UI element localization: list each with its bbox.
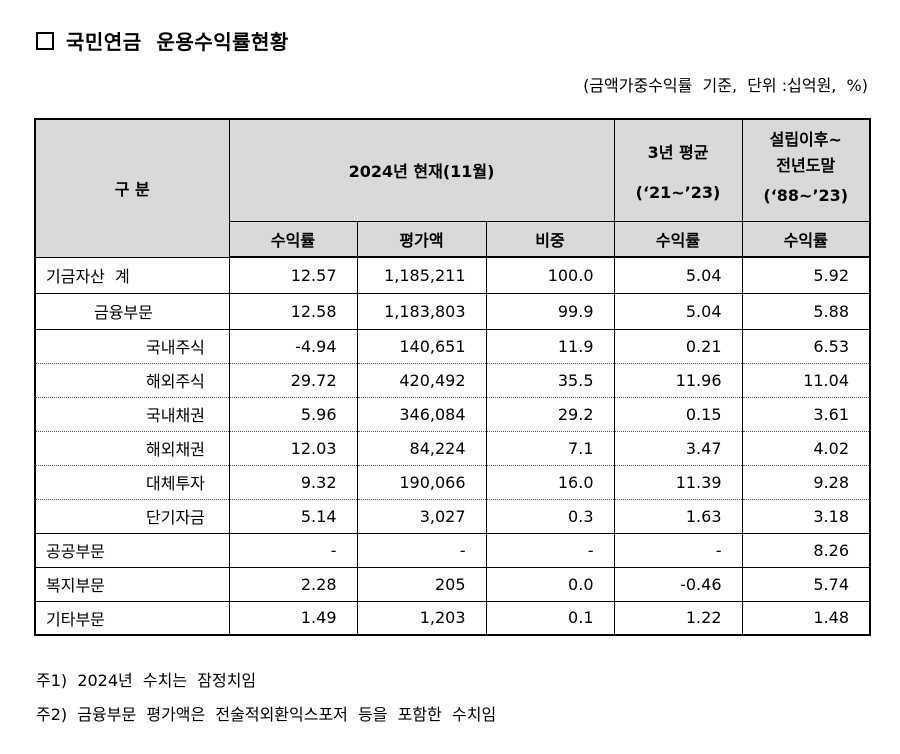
cell-since: 5.74 [742, 567, 871, 602]
row-label: 국내주식 [34, 329, 230, 364]
cell-since: 1.48 [742, 601, 871, 636]
row-label: 금융부문 [34, 293, 230, 330]
cell-avg3: 1.22 [614, 601, 743, 636]
cell-avg3: 11.39 [614, 465, 743, 500]
cell-value: 1,203 [357, 601, 487, 636]
cell-avg3: -0.46 [614, 567, 743, 602]
cell-since: 11.04 [742, 363, 871, 398]
cell-weight: 99.9 [486, 293, 615, 330]
header-avg3: 3년 평균 (‘21~’23) [614, 118, 743, 222]
table-row: 복지부문 2.28 205 0.0 -0.46 5.74 [34, 567, 871, 602]
row-label: 해외채권 [34, 431, 230, 466]
row-label: 국내채권 [34, 397, 230, 432]
header-col-since-return: 수익률 [742, 221, 871, 258]
cell-avg3: 5.04 [614, 293, 743, 330]
returns-table: 구 분 2024년 현재(11월) 3년 평균 (‘21~’23) 설립이후~ … [34, 118, 871, 636]
cell-avg3: 1.63 [614, 499, 743, 534]
header-avg3-line1: 3년 평균 [647, 142, 709, 162]
table-row: 해외주식 29.72 420,492 35.5 11.96 11.04 [34, 363, 871, 398]
cell-return: 12.03 [229, 431, 358, 466]
cell-weight: 0.0 [486, 567, 615, 602]
header-current: 2024년 현재(11월) [229, 118, 615, 222]
cell-return: 2.28 [229, 567, 358, 602]
cell-return: -4.94 [229, 329, 358, 364]
cell-weight: 16.0 [486, 465, 615, 500]
table-row: 국내채권 5.96 346,084 29.2 0.15 3.61 [34, 397, 871, 432]
row-label: 복지부문 [34, 567, 230, 602]
cell-weight: 100.0 [486, 257, 615, 294]
table-row: 공공부문 - - - - 8.26 [34, 533, 871, 568]
row-label: 대체투자 [34, 465, 230, 500]
header-since: 설립이후~ 전년도말 (‘88~’23) [742, 118, 871, 222]
cell-since: 8.26 [742, 533, 871, 568]
cell-since: 3.18 [742, 499, 871, 534]
table-row: 대체투자 9.32 190,066 16.0 11.39 9.28 [34, 465, 871, 500]
header-since-line3: (‘88~’23) [763, 186, 849, 206]
cell-value: 205 [357, 567, 487, 602]
cell-value: 3,027 [357, 499, 487, 534]
cell-value: - [357, 533, 487, 568]
cell-return: 9.32 [229, 465, 358, 500]
header-since-line2: 전년도말 [776, 156, 836, 176]
header-col-weight: 비중 [486, 221, 615, 258]
table-row: 국내주식 -4.94 140,651 11.9 0.21 6.53 [34, 329, 871, 364]
header-col-value: 평가액 [357, 221, 487, 258]
cell-return: 5.14 [229, 499, 358, 534]
row-label: 공공부문 [34, 533, 230, 568]
header-col-return: 수익률 [229, 221, 358, 258]
cell-value: 420,492 [357, 363, 487, 398]
table-row: 기타부문 1.49 1,203 0.1 1.22 1.48 [34, 601, 871, 636]
table-row: 단기자금 5.14 3,027 0.3 1.63 3.18 [34, 499, 871, 534]
header-avg3-line2: (‘21~’23) [635, 182, 721, 202]
table-row: 기금자산 계 12.57 1,185,211 100.0 5.04 5.92 [34, 257, 871, 294]
cell-return: 12.58 [229, 293, 358, 330]
footnote-1: 주1) 2024년 수치는 잠정치임 [36, 671, 257, 690]
cell-return: 1.49 [229, 601, 358, 636]
cell-since: 4.02 [742, 431, 871, 466]
header-category: 구 분 [34, 118, 230, 258]
cell-avg3: 0.21 [614, 329, 743, 364]
cell-since: 5.92 [742, 257, 871, 294]
cell-avg3: 0.15 [614, 397, 743, 432]
cell-value: 140,651 [357, 329, 487, 364]
row-label: 기금자산 계 [34, 257, 230, 294]
cell-return: 5.96 [229, 397, 358, 432]
cell-value: 346,084 [357, 397, 487, 432]
cell-weight: 0.3 [486, 499, 615, 534]
cell-weight: 7.1 [486, 431, 615, 466]
row-label: 단기자금 [34, 499, 230, 534]
cell-weight: 29.2 [486, 397, 615, 432]
cell-value: 1,185,211 [357, 257, 487, 294]
document-title: 국민연금 운용수익률현황 [36, 26, 289, 55]
cell-return: 12.57 [229, 257, 358, 294]
header-col-avg3-return: 수익률 [614, 221, 743, 258]
cell-since: 5.88 [742, 293, 871, 330]
cell-avg3: 5.04 [614, 257, 743, 294]
cell-return: 29.72 [229, 363, 358, 398]
table-row: 해외채권 12.03 84,224 7.1 3.47 4.02 [34, 431, 871, 466]
cell-value: 84,224 [357, 431, 487, 466]
table-row: 금융부문 12.58 1,183,803 99.9 5.04 5.88 [34, 293, 871, 330]
cell-since: 3.61 [742, 397, 871, 432]
cell-weight: - [486, 533, 615, 568]
cell-value: 190,066 [357, 465, 487, 500]
cell-avg3: - [614, 533, 743, 568]
cell-value: 1,183,803 [357, 293, 487, 330]
unit-note: (금액가중수익률 기준, 단위 :십억원, %) [583, 76, 868, 95]
cell-since: 9.28 [742, 465, 871, 500]
footnote-2: 주2) 금융부문 평가액은 전술적외환익스포저 등을 포함한 수치임 [36, 705, 497, 724]
checkbox-icon [36, 32, 54, 50]
header-since-line1: 설립이후~ [769, 130, 842, 150]
row-label: 해외주식 [34, 363, 230, 398]
cell-avg3: 11.96 [614, 363, 743, 398]
footnotes: 주1) 2024년 수치는 잠정치임 주2) 금융부문 평가액은 전술적외환익스… [36, 664, 496, 732]
cell-return: - [229, 533, 358, 568]
cell-since: 6.53 [742, 329, 871, 364]
cell-avg3: 3.47 [614, 431, 743, 466]
title-text: 국민연금 운용수익률현황 [66, 30, 289, 54]
cell-weight: 11.9 [486, 329, 615, 364]
cell-weight: 35.5 [486, 363, 615, 398]
cell-weight: 0.1 [486, 601, 615, 636]
row-label: 기타부문 [34, 601, 230, 636]
